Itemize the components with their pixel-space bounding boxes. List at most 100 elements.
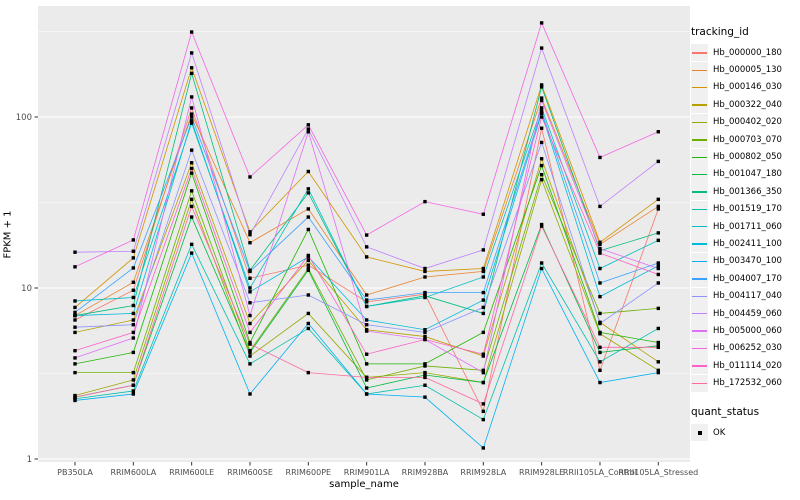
data-point[interactable] xyxy=(189,215,194,219)
data-point[interactable] xyxy=(481,269,486,274)
data-point[interactable] xyxy=(306,227,311,232)
data-point[interactable] xyxy=(423,330,427,335)
data-point[interactable] xyxy=(423,395,427,399)
data-point[interactable] xyxy=(364,300,369,304)
data-point[interactable] xyxy=(248,269,252,274)
data-point[interactable] xyxy=(73,325,77,329)
data-point[interactable] xyxy=(539,96,544,100)
data-point[interactable] xyxy=(306,207,311,211)
data-point[interactable] xyxy=(131,303,136,308)
data-point[interactable] xyxy=(598,240,602,245)
data-point[interactable] xyxy=(131,280,136,284)
data-point[interactable] xyxy=(481,354,486,358)
data-point[interactable] xyxy=(306,253,311,258)
data-point[interactable] xyxy=(248,342,252,346)
data-point[interactable] xyxy=(481,402,486,406)
data-point[interactable] xyxy=(598,246,602,251)
data-point[interactable] xyxy=(131,238,136,242)
data-point[interactable] xyxy=(364,323,369,327)
data-point[interactable] xyxy=(481,417,486,422)
data-point[interactable] xyxy=(656,264,660,268)
legend-item-Hb_000322_040[interactable]: Hb_000322_040 xyxy=(691,96,799,114)
legend-item-Hb_000146_030[interactable]: Hb_000146_030 xyxy=(691,78,799,96)
data-point[interactable] xyxy=(539,224,544,228)
data-point[interactable] xyxy=(248,350,252,355)
data-point[interactable] xyxy=(656,238,660,243)
data-point[interactable] xyxy=(423,362,427,366)
data-point[interactable] xyxy=(73,313,77,318)
data-point[interactable] xyxy=(306,215,311,219)
legend-item-Hb_001711_060[interactable]: Hb_001711_060 xyxy=(691,218,799,236)
legend-item-Hb_000802_050[interactable]: Hb_000802_050 xyxy=(691,148,799,166)
data-point[interactable] xyxy=(189,161,194,165)
data-point[interactable] xyxy=(423,383,427,387)
data-point[interactable] xyxy=(539,111,544,116)
data-point[interactable] xyxy=(539,46,544,50)
data-point[interactable] xyxy=(656,360,660,364)
data-point[interactable] xyxy=(189,251,194,255)
legend-item-Hb_003470_100[interactable]: Hb_003470_100 xyxy=(691,252,799,270)
data-point[interactable] xyxy=(539,21,544,25)
data-point[interactable] xyxy=(598,155,602,160)
data-point[interactable] xyxy=(598,380,602,385)
legend-item-Hb_005000_060[interactable]: Hb_005000_060 xyxy=(691,322,799,340)
data-point[interactable] xyxy=(423,199,427,204)
data-point[interactable] xyxy=(131,256,136,260)
data-point[interactable] xyxy=(131,311,136,316)
data-point[interactable] xyxy=(364,304,369,309)
data-point[interactable] xyxy=(598,204,602,209)
data-point[interactable] xyxy=(306,370,311,375)
data-point[interactable] xyxy=(656,345,660,350)
data-point[interactable] xyxy=(189,204,194,209)
data-point[interactable] xyxy=(423,275,427,279)
data-point[interactable] xyxy=(481,305,486,310)
data-point[interactable] xyxy=(189,106,194,110)
data-point[interactable] xyxy=(539,261,544,265)
data-point[interactable] xyxy=(73,362,77,366)
data-point[interactable] xyxy=(248,392,252,396)
data-point[interactable] xyxy=(73,395,77,399)
data-point[interactable] xyxy=(656,197,660,202)
data-point[interactable] xyxy=(539,172,544,177)
data-point[interactable] xyxy=(73,330,77,335)
data-point[interactable] xyxy=(248,321,252,326)
data-point[interactable] xyxy=(189,171,194,175)
data-point[interactable] xyxy=(248,313,252,318)
data-point[interactable] xyxy=(423,334,427,339)
data-point[interactable] xyxy=(656,130,660,134)
data-point[interactable] xyxy=(189,95,194,99)
data-point[interactable] xyxy=(598,360,602,364)
data-point[interactable] xyxy=(423,295,427,300)
data-point[interactable] xyxy=(481,311,486,316)
legend-item-Hb_001047_180[interactable]: Hb_001047_180 xyxy=(691,165,799,183)
data-point[interactable] xyxy=(306,123,311,127)
data-point[interactable] xyxy=(423,370,427,375)
data-point[interactable] xyxy=(423,290,427,295)
data-point[interactable] xyxy=(598,345,602,350)
data-point[interactable] xyxy=(131,383,136,387)
data-point[interactable] xyxy=(364,245,369,249)
data-point[interactable] xyxy=(248,276,252,280)
data-point[interactable] xyxy=(423,364,427,368)
data-point[interactable] xyxy=(598,311,602,316)
data-point[interactable] xyxy=(481,409,486,414)
data-point[interactable] xyxy=(656,261,660,265)
data-point[interactable] xyxy=(539,126,544,130)
data-point[interactable] xyxy=(364,318,369,322)
data-point[interactable] xyxy=(73,299,77,303)
data-point[interactable] xyxy=(481,352,486,356)
data-point[interactable] xyxy=(364,293,369,297)
data-point[interactable] xyxy=(189,242,194,247)
legend-item-Hb_002411_100[interactable]: Hb_002411_100 xyxy=(691,235,799,253)
data-point[interactable] xyxy=(598,266,602,271)
data-point[interactable] xyxy=(364,386,369,390)
data-point[interactable] xyxy=(306,127,311,131)
legend-item-Hb_001519_170[interactable]: Hb_001519_170 xyxy=(691,200,799,218)
data-point[interactable] xyxy=(248,232,252,237)
data-point[interactable] xyxy=(656,272,660,277)
data-point[interactable] xyxy=(248,354,252,358)
data-point[interactable] xyxy=(656,204,660,209)
data-point[interactable] xyxy=(364,255,369,259)
data-point[interactable] xyxy=(131,266,136,270)
data-point[interactable] xyxy=(306,187,311,191)
